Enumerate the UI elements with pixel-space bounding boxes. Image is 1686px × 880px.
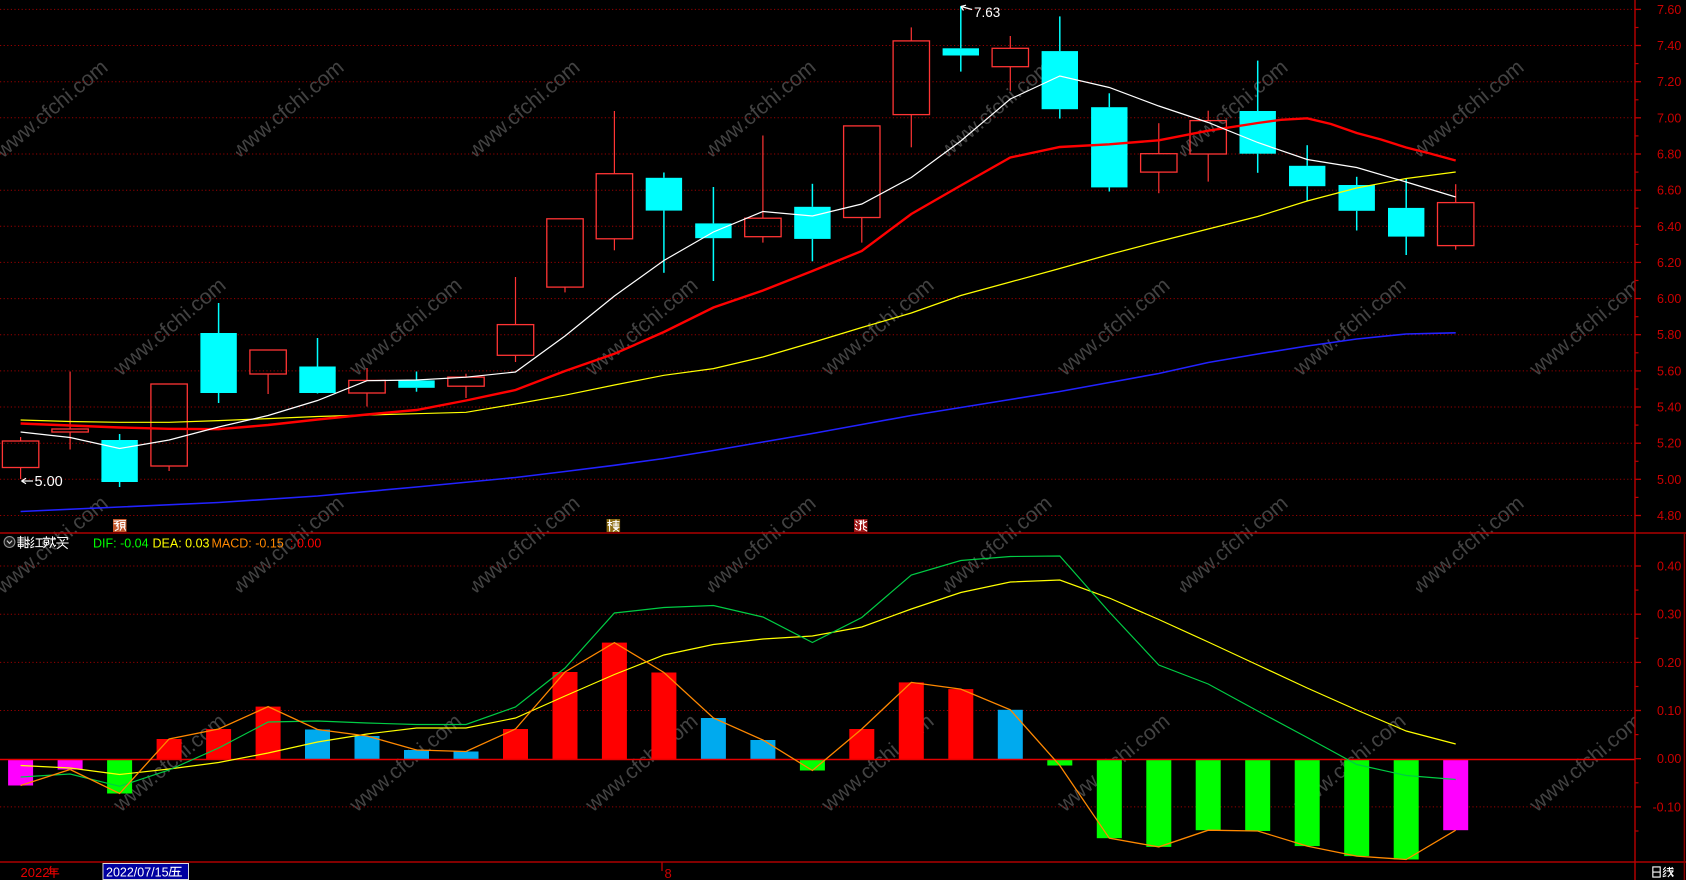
svg-text:7.60: 7.60 — [1657, 3, 1681, 17]
svg-text:0.10: 0.10 — [1657, 704, 1681, 718]
svg-text:2022: 2022 — [21, 865, 50, 880]
svg-text:DEA: 0.03: DEA: 0.03 — [153, 537, 210, 551]
svg-text:5.00: 5.00 — [35, 474, 63, 490]
svg-text:6.60: 6.60 — [1657, 184, 1681, 198]
svg-text:5.20: 5.20 — [1657, 437, 1681, 451]
svg-text:-0.10: -0.10 — [1653, 800, 1682, 814]
svg-text:5.80: 5.80 — [1657, 328, 1681, 342]
svg-text:5.40: 5.40 — [1657, 401, 1681, 415]
svg-text:DIF: -0.04: DIF: -0.04 — [93, 537, 149, 551]
svg-text:7.63: 7.63 — [974, 5, 1000, 20]
svg-text:MACD: -0.15: MACD: -0.15 — [212, 537, 284, 551]
svg-text:0.40: 0.40 — [1657, 560, 1681, 574]
svg-text:0.30: 0.30 — [1657, 608, 1681, 622]
svg-text:4.80: 4.80 — [1657, 509, 1681, 523]
svg-text:5.00: 5.00 — [1657, 473, 1681, 487]
svg-text:6.80: 6.80 — [1657, 148, 1681, 162]
svg-text:: 0.00: : 0.00 — [290, 537, 321, 551]
svg-text:7.20: 7.20 — [1657, 75, 1681, 89]
svg-text:0.00: 0.00 — [1657, 752, 1681, 766]
svg-text:6.20: 6.20 — [1657, 256, 1681, 270]
svg-text:7.40: 7.40 — [1657, 39, 1681, 53]
svg-text:7.00: 7.00 — [1657, 111, 1681, 125]
svg-text:6.00: 6.00 — [1657, 292, 1681, 306]
svg-text:6.40: 6.40 — [1657, 220, 1681, 234]
svg-text:8: 8 — [665, 866, 672, 880]
svg-text:0.20: 0.20 — [1657, 656, 1681, 670]
svg-text:5.60: 5.60 — [1657, 364, 1681, 378]
svg-text:2022/07/15/: 2022/07/15/ — [106, 866, 173, 880]
